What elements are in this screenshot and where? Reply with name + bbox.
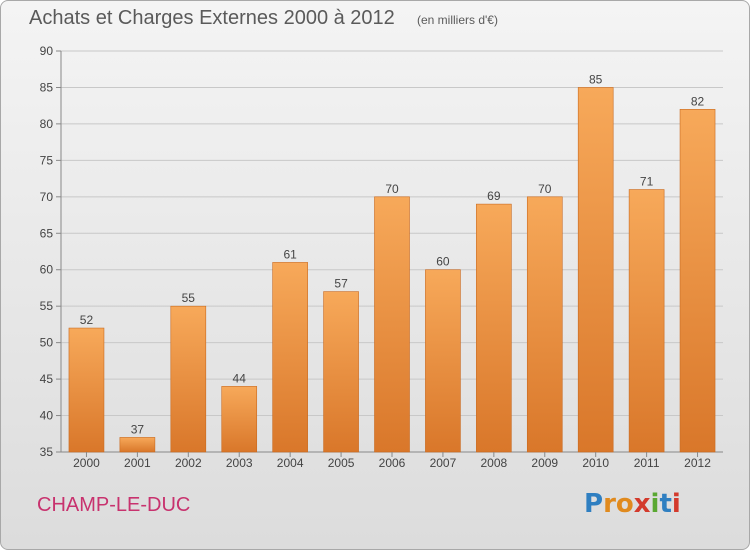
bars xyxy=(68,87,716,453)
x-tick-label-2010: 2010 xyxy=(582,456,609,470)
y-tick-label: 50 xyxy=(40,336,54,350)
x-tick-label-2001: 2001 xyxy=(124,456,151,470)
bar-2009 xyxy=(526,196,563,453)
data-label-2010: 85 xyxy=(589,72,603,86)
y-tick-label: 60 xyxy=(40,263,54,277)
bar-2000 xyxy=(68,327,105,453)
bar-2011 xyxy=(628,189,665,453)
data-labels: 52 37 55 44 61 57 70 60 69 70 85 71 82 xyxy=(80,72,705,436)
data-label-2001: 37 xyxy=(131,422,145,436)
x-tick-label-2011: 2011 xyxy=(634,456,660,470)
y-tick-label: 90 xyxy=(40,44,54,58)
bar-2003 xyxy=(221,386,258,453)
x-tick-label-2004: 2004 xyxy=(277,456,304,470)
bar-2002 xyxy=(170,305,207,453)
x-tick-label-2008: 2008 xyxy=(480,456,507,470)
y-tick-label: 65 xyxy=(40,226,54,240)
x-tick-label-2007: 2007 xyxy=(430,456,457,470)
bar-2004 xyxy=(272,262,308,453)
logo-letter: r xyxy=(603,489,616,519)
bar-2001 xyxy=(119,437,156,453)
data-label-2011: 71 xyxy=(640,175,654,189)
bar-2012 xyxy=(679,109,716,453)
x-tick-label-2003: 2003 xyxy=(226,456,253,470)
x-tick-label-2006: 2006 xyxy=(379,456,406,470)
y-tick-label: 70 xyxy=(40,190,54,204)
chart-title: Achats et Charges Externes 2000 à 2012 xyxy=(29,7,395,29)
y-tick-label: 55 xyxy=(40,299,54,313)
y-tick-label: 75 xyxy=(40,153,54,167)
data-label-2009: 70 xyxy=(538,182,552,196)
commune-name: CHAMP-LE-DUC xyxy=(37,494,191,516)
proxiti-logo: Proxiti xyxy=(584,489,681,519)
chart-subtitle: (en milliers d'€) xyxy=(417,13,498,27)
bar-2005 xyxy=(323,291,359,453)
x-tick-label-2012: 2012 xyxy=(684,456,711,470)
y-tick-label: 45 xyxy=(40,372,54,386)
bar-2007 xyxy=(425,269,461,453)
logo-letter: x xyxy=(633,489,651,519)
logo-letter: i xyxy=(671,489,681,519)
data-label-2012: 82 xyxy=(691,94,705,108)
data-label-2005: 57 xyxy=(334,277,348,291)
data-label-2008: 69 xyxy=(487,189,501,203)
y-tick-label: 80 xyxy=(40,117,54,131)
y-tick-label: 85 xyxy=(40,80,54,94)
y-tick-label: 35 xyxy=(40,445,54,459)
bar-2008 xyxy=(476,203,512,453)
logo-letter: P xyxy=(584,489,604,519)
data-label-2000: 52 xyxy=(80,313,94,327)
bar-2010 xyxy=(577,87,614,453)
logo-letter: o xyxy=(615,489,634,519)
data-label-2003: 44 xyxy=(233,371,247,385)
x-tick-label-2002: 2002 xyxy=(175,456,202,470)
data-label-2007: 60 xyxy=(436,255,450,269)
x-tick-label-2000: 2000 xyxy=(73,456,100,470)
y-tick-labels: 35 40 45 50 55 60 65 70 75 80 85 90 xyxy=(40,44,54,459)
bar-2006 xyxy=(374,196,410,453)
x-tick-label-2009: 2009 xyxy=(531,456,558,470)
x-tick-labels: 2000 2001 2002 2003 2004 2005 2006 2007 2008 2009… xyxy=(73,452,711,470)
logo-letter: i xyxy=(650,489,660,519)
data-label-2004: 61 xyxy=(283,247,297,261)
data-label-2006: 70 xyxy=(385,182,399,196)
data-label-2002: 55 xyxy=(182,291,196,305)
x-tick-label-2005: 2005 xyxy=(328,456,355,470)
y-tick-label: 40 xyxy=(40,409,54,423)
logo-letter: t xyxy=(659,489,672,519)
